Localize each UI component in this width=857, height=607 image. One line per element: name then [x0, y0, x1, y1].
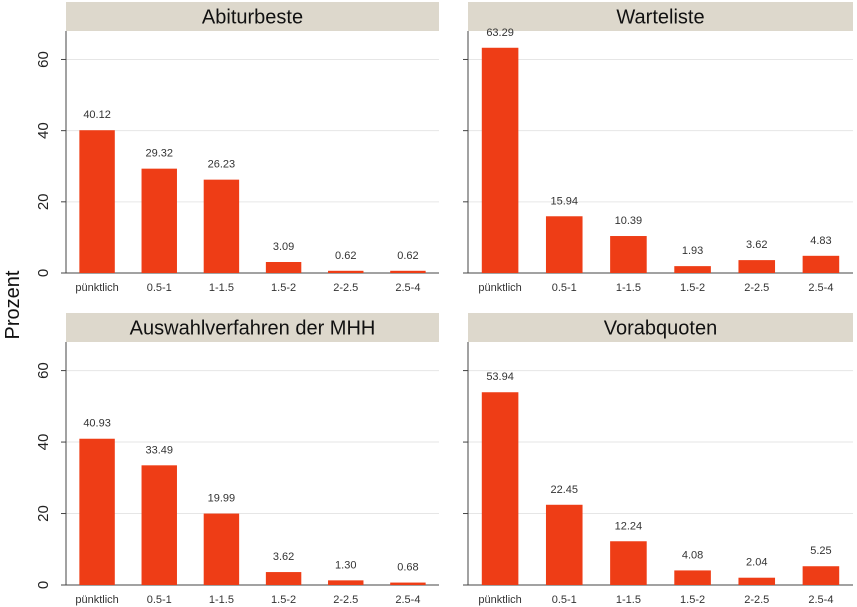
panel-1-bar-label-1: 15.94 [550, 195, 578, 207]
panel-0-bar-label-3: 3.09 [273, 241, 294, 253]
panel-0-x-tick-label-2: 1-1.5 [209, 282, 234, 294]
panel-1-bar-5 [802, 255, 840, 273]
panel-2-bar-2 [203, 513, 240, 585]
panel-3-x-tick-label-3: 1.5-2 [680, 594, 705, 606]
panel-1-x-tick-label-0: pünktlich [478, 282, 521, 294]
panel-1-bar-2 [610, 236, 647, 273]
panel-3-bar-label-2: 12.24 [615, 520, 643, 532]
panel-3-bar-label-1: 22.45 [550, 484, 578, 496]
panel-2-bar-label-3: 3.62 [273, 551, 294, 563]
panel-2-x-tick-label-0: pünktlich [75, 594, 118, 606]
panel-0-x-tick-label-4: 2-2.5 [333, 282, 358, 294]
y-tick-label: 60 [35, 362, 52, 379]
panel-0-bar-label-1: 29.32 [145, 148, 173, 160]
panel-3-bar-label-3: 4.08 [682, 549, 703, 561]
panel-2-bar-5 [390, 582, 426, 585]
panel-0-x-tick-label-5: 2.5-4 [395, 282, 420, 294]
panel-0-title: Abiturbeste [202, 7, 303, 29]
panel-2-x-tick-label-5: 2.5-4 [395, 594, 420, 606]
panel-1-title: Warteliste [616, 7, 704, 29]
panel-2-x-tick-label-4: 2-2.5 [333, 594, 358, 606]
panel-1-strip [468, 2, 853, 31]
panel-1-bar-4 [738, 260, 776, 273]
panel-0-strip [66, 2, 439, 31]
panel-2-bar-label-5: 0.68 [397, 562, 418, 574]
panel-3-bar-label-4: 2.04 [746, 557, 767, 569]
panel-0-bar-label-0: 40.12 [83, 109, 111, 121]
panel-3-bar-5 [802, 566, 840, 585]
panel-1-bar-3 [674, 266, 711, 273]
panel-2-x-tick-label-2: 1-1.5 [209, 594, 234, 606]
panel-2-x-tick-label-1: 0.5-1 [147, 594, 172, 606]
panel-2-bar-label-1: 33.49 [145, 444, 173, 456]
panel-1-bar-label-0: 63.29 [486, 27, 514, 39]
y-tick-label: 40 [35, 434, 52, 451]
panel-3-bar-label-0: 53.94 [486, 371, 514, 383]
panel-1-x-tick-label-4: 2-2.5 [744, 282, 769, 294]
y-tick-label: 60 [35, 51, 52, 68]
panel-3-title: Vorabquoten [604, 318, 717, 340]
panel-3-strip [468, 313, 853, 342]
panel-2-strip [66, 313, 439, 342]
panel-0-x-tick-label-3: 1.5-2 [271, 282, 296, 294]
panel-1-bar-1 [545, 216, 583, 273]
panel-0-bar-4 [328, 270, 364, 273]
panel-1-x-tick-label-2: 1-1.5 [616, 282, 641, 294]
panel-0-bar-label-5: 0.62 [397, 250, 418, 262]
panel-2-bar-label-4: 1.30 [335, 559, 356, 571]
panel-0-bar-1 [141, 168, 177, 273]
panel-1-bar-label-5: 4.83 [810, 235, 831, 247]
panel-3-x-tick-label-2: 1-1.5 [616, 594, 641, 606]
panel-1-bar-0 [481, 47, 519, 274]
panel-1-bar-label-3: 1.93 [682, 245, 703, 257]
panel-2-bar-label-2: 19.99 [208, 493, 236, 505]
panel-2-title: Auswahlverfahren der MHH [130, 318, 376, 340]
panel-2-bar-0 [79, 438, 115, 585]
y-tick-label: 20 [35, 505, 52, 522]
panel-2-bar-3 [265, 572, 302, 585]
panel-2-x-tick-label-3: 1.5-2 [271, 594, 296, 606]
panel-0-bar-3 [265, 262, 302, 273]
panel-0-bar-0 [79, 130, 115, 273]
panel-1-bar-label-4: 3.62 [746, 239, 767, 251]
panel-3-bar-0 [481, 392, 519, 585]
y-tick-label: 20 [35, 193, 52, 210]
panel-0-bar-5 [390, 270, 426, 273]
panel-1-x-tick-label-5: 2.5-4 [808, 282, 833, 294]
panel-2-bar-label-0: 40.93 [83, 418, 111, 430]
panel-2-bar-4 [328, 580, 364, 585]
panel-3-bar-3 [674, 570, 711, 585]
panel-3-x-tick-label-4: 2-2.5 [744, 594, 769, 606]
panel-1-x-tick-label-1: 0.5-1 [552, 282, 577, 294]
panel-0-x-tick-label-1: 0.5-1 [147, 282, 172, 294]
y-tick-label: 0 [35, 581, 52, 589]
panel-0-x-tick-label-0: pünktlich [75, 282, 118, 294]
y-tick-label: 40 [35, 122, 52, 139]
panel-3-bar-4 [738, 577, 776, 585]
panel-0-bar-label-2: 26.23 [208, 159, 236, 171]
y-axis-label: Prozent [2, 270, 24, 339]
panel-3-x-tick-label-5: 2.5-4 [808, 594, 833, 606]
panel-0-bar-2 [203, 179, 240, 273]
panel-2-bar-1 [141, 465, 177, 585]
panel-1-bar-label-2: 10.39 [615, 215, 643, 227]
panel-0-bar-label-4: 0.62 [335, 250, 356, 262]
panel-3-x-tick-label-1: 0.5-1 [552, 594, 577, 606]
y-tick-label: 0 [35, 269, 52, 277]
panel-1-x-tick-label-3: 1.5-2 [680, 282, 705, 294]
panel-3-bar-1 [545, 504, 583, 585]
panel-3-x-tick-label-0: pünktlich [478, 594, 521, 606]
panel-3-bar-label-5: 5.25 [810, 545, 831, 557]
panel-3-bar-2 [610, 541, 647, 585]
